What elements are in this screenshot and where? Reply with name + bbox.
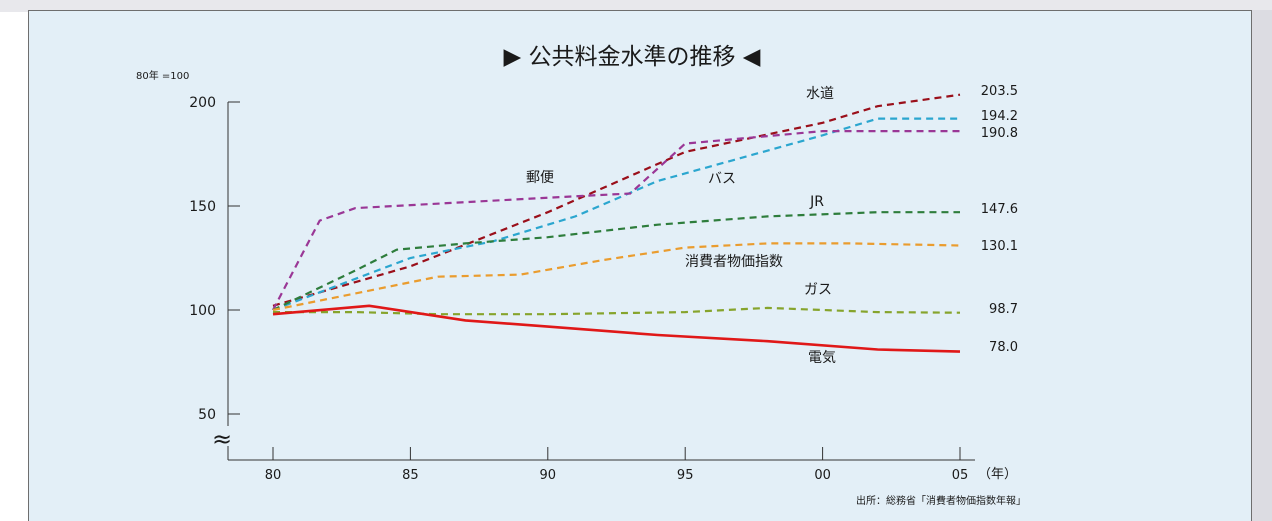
x-tick-label: 00 xyxy=(814,468,831,483)
series-line xyxy=(272,130,960,311)
y-tick-label: 200 xyxy=(189,95,216,111)
series-end-value: 98.7 xyxy=(989,302,1018,317)
series-lines xyxy=(272,93,961,353)
x-tick-label: 90 xyxy=(540,468,557,483)
y-tick-label: 150 xyxy=(189,199,216,215)
x-unit-label: （年） xyxy=(978,467,1017,482)
series-name-label: 郵便 xyxy=(526,170,554,186)
source-note: 出所：総務省「消費者物価指数年報」 xyxy=(856,494,1026,507)
series-labels: 水道 203.5 バス 194.2 郵便 190.8 JR 147.6 消費者物価指数 130.1… xyxy=(526,84,1018,366)
series-name-label: バス xyxy=(708,171,736,187)
series-line xyxy=(272,211,960,311)
x-tick-label: 85 xyxy=(402,468,419,483)
chart-frame xyxy=(28,10,1252,521)
series-line xyxy=(273,306,961,316)
x-tick-label: 80 xyxy=(265,468,282,483)
series-name-label: 電気 xyxy=(808,350,836,366)
series-line xyxy=(272,304,961,353)
series-line xyxy=(272,242,961,312)
y-unit-label: 80年 =100 xyxy=(136,69,189,82)
series-name-label: JR xyxy=(809,194,824,210)
x-tick-label: 95 xyxy=(677,468,694,483)
chart-title: ▶ 公共料金水準の推移 ◀ xyxy=(504,44,761,70)
axis-break-symbol: ≈ xyxy=(212,425,232,453)
series-end-value: 130.1 xyxy=(981,239,1018,254)
series-line xyxy=(272,117,960,312)
axes: 50 100 150 200 ≈80 85 90 95 00 05 xyxy=(189,95,975,483)
series-end-value: 147.6 xyxy=(981,202,1018,217)
series-name-label: 水道 xyxy=(806,86,834,102)
top-strip xyxy=(0,0,1272,12)
series-end-value: 78.0 xyxy=(989,340,1018,355)
series-name-label: ガス xyxy=(804,282,832,298)
x-tick-label: 05 xyxy=(952,468,969,483)
series-end-value: 194.2 xyxy=(981,109,1018,124)
series-name-label: 消費者物価指数 xyxy=(685,254,783,270)
y-tick-label: 100 xyxy=(189,303,216,319)
series-end-value: 203.5 xyxy=(981,84,1018,99)
y-tick-label: 50 xyxy=(198,407,216,423)
series-line xyxy=(272,93,961,307)
right-margin-shade xyxy=(1252,10,1272,521)
series-end-value: 190.8 xyxy=(981,126,1018,141)
